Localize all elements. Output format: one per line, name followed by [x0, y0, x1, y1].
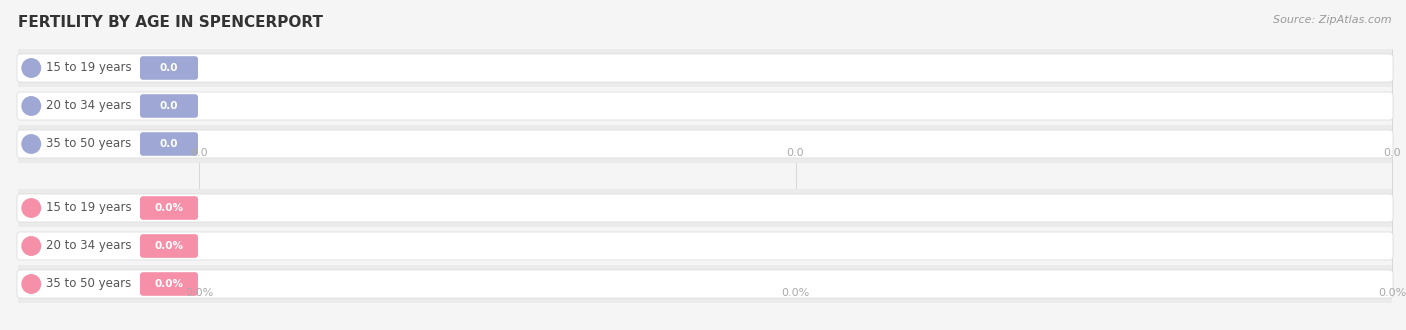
Circle shape [22, 237, 41, 255]
Text: 20 to 34 years: 20 to 34 years [46, 100, 132, 113]
Circle shape [22, 275, 41, 293]
FancyBboxPatch shape [141, 234, 198, 258]
Bar [18, 265, 1392, 303]
FancyBboxPatch shape [17, 270, 1393, 298]
FancyBboxPatch shape [17, 194, 1393, 222]
Text: 35 to 50 years: 35 to 50 years [46, 138, 132, 150]
Text: 0.0%: 0.0% [155, 279, 184, 289]
Bar [18, 49, 1392, 87]
Text: 0.0: 0.0 [787, 148, 804, 158]
Bar [18, 87, 1392, 125]
Text: 0.0%: 0.0% [155, 241, 184, 251]
Text: 0.0: 0.0 [160, 63, 179, 73]
Text: 35 to 50 years: 35 to 50 years [46, 278, 132, 290]
Bar [18, 125, 1392, 163]
Text: 15 to 19 years: 15 to 19 years [46, 202, 132, 214]
Circle shape [22, 199, 41, 217]
FancyBboxPatch shape [141, 272, 198, 296]
FancyBboxPatch shape [17, 92, 1393, 120]
Text: 0.0%: 0.0% [782, 288, 810, 298]
FancyBboxPatch shape [141, 94, 198, 118]
Bar [18, 227, 1392, 265]
FancyBboxPatch shape [141, 56, 198, 80]
Text: 0.0: 0.0 [190, 148, 208, 158]
FancyBboxPatch shape [17, 232, 1393, 260]
Text: 15 to 19 years: 15 to 19 years [46, 61, 132, 75]
Text: 0.0%: 0.0% [184, 288, 214, 298]
Text: 0.0: 0.0 [160, 101, 179, 111]
Text: 0.0%: 0.0% [1378, 288, 1406, 298]
FancyBboxPatch shape [17, 54, 1393, 82]
Text: 0.0: 0.0 [1384, 148, 1400, 158]
Text: FERTILITY BY AGE IN SPENCERPORT: FERTILITY BY AGE IN SPENCERPORT [18, 15, 323, 30]
Bar [18, 189, 1392, 227]
Text: 0.0: 0.0 [160, 139, 179, 149]
FancyBboxPatch shape [17, 130, 1393, 158]
Text: 0.0%: 0.0% [155, 203, 184, 213]
FancyBboxPatch shape [141, 196, 198, 220]
Circle shape [22, 97, 41, 115]
Text: 20 to 34 years: 20 to 34 years [46, 240, 132, 252]
Circle shape [22, 59, 41, 77]
Text: Source: ZipAtlas.com: Source: ZipAtlas.com [1274, 15, 1392, 25]
Circle shape [22, 135, 41, 153]
FancyBboxPatch shape [141, 132, 198, 156]
